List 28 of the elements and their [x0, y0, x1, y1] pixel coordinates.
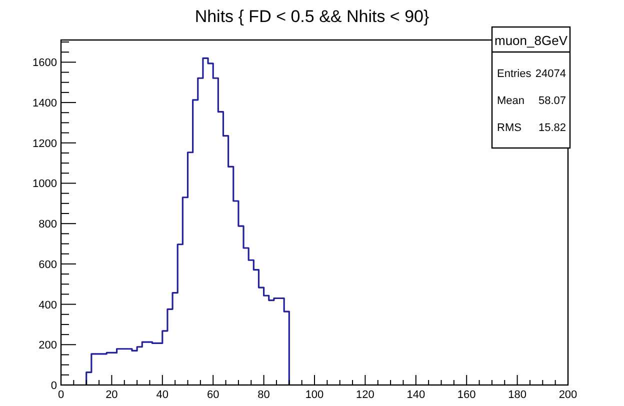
y-tick-label: 600 [38, 258, 57, 271]
y-tick-label: 1600 [32, 57, 57, 70]
y-tick-label: 400 [38, 299, 57, 312]
x-tick-label: 0 [58, 389, 64, 401]
annotation: RMS [497, 122, 522, 134]
x-tick-label: 60 [206, 389, 220, 401]
annotation: 24074 [535, 68, 566, 80]
annotation: muon_8GeV [494, 33, 568, 48]
x-tick-label: 40 [156, 389, 169, 401]
y-tick-label: 800 [38, 218, 57, 231]
x-tick-label: 20 [106, 389, 118, 401]
x-tick-label: 180 [508, 389, 526, 401]
annotation: Mean [497, 95, 525, 107]
annotation: Entries [497, 68, 532, 80]
y-tick-label: 0 [50, 380, 57, 392]
y-tick-label: 200 [38, 340, 57, 352]
y-tick-label: 1000 [32, 178, 57, 190]
annotation: 58.07 [538, 95, 566, 107]
y-tick-label: 1400 [32, 98, 57, 110]
annotation: 15.82 [538, 122, 566, 134]
x-tick-label: 160 [457, 389, 476, 401]
x-tick-label: 140 [406, 389, 426, 401]
x-tick-label: 200 [558, 389, 578, 401]
x-tick-label: 120 [356, 389, 374, 401]
x-tick-label: 100 [305, 389, 324, 401]
chart-title: Nhits { FD < 0.5 && Nhits < 90} [194, 7, 430, 26]
x-tick-label: 80 [258, 389, 270, 401]
y-tick-label: 1200 [32, 138, 57, 150]
